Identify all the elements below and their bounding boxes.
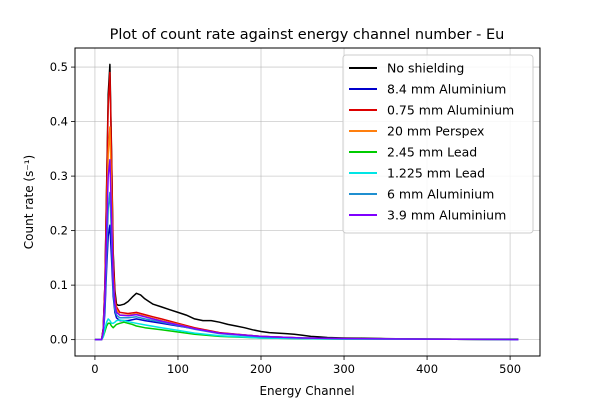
x-tick-label: 200 (250, 362, 272, 376)
legend: No shielding 8.4 mm Aluminium 0.75 mm Alum… (342, 54, 534, 234)
legend-label: 2.45 mm Lead (387, 145, 477, 160)
y-tick-label: 0.4 (50, 115, 68, 129)
series-line-3-9-mm-aluminium (94, 159, 519, 341)
legend-label: 3.9 mm Aluminium (387, 208, 506, 223)
x-tick-label: 100 (167, 362, 189, 376)
series-line-1-225-mm-lead (94, 318, 519, 341)
x-tick-label: 300 (333, 362, 355, 376)
plot-frame (74, 47, 541, 357)
y-tick-label: 0.1 (50, 278, 68, 292)
legend-frame (342, 54, 534, 234)
legend-label: 8.4 mm Aluminium (387, 82, 506, 97)
y-tick-label: 0.0 (50, 333, 68, 347)
legend-label: No shielding (387, 61, 464, 76)
y-tick-label: 0.5 (50, 60, 68, 74)
chart-title: Plot of count rate against energy channe… (110, 27, 505, 43)
legend-label: 6 mm Aluminium (387, 187, 494, 202)
ticks: 0 100 200 300 400 500 0.0 0.1 0.2 0.3 0.4 0.5 (50, 60, 521, 376)
legend-label: 0.75 mm Aluminium (387, 103, 514, 118)
y-axis-label: Count rate (s⁻¹) (22, 155, 36, 249)
y-tick-label: 0.3 (50, 169, 68, 183)
series-line-2-45-mm-lead (94, 321, 519, 341)
series-group (94, 63, 519, 341)
x-tick-label: 500 (499, 362, 521, 376)
y-tick-label: 0.2 (50, 224, 68, 238)
x-tick-label: 400 (416, 362, 438, 376)
x-tick-label: 0 (91, 362, 98, 376)
legend-label: 1.225 mm Lead (387, 166, 485, 181)
legend-label: 20 mm Perspex (387, 124, 484, 139)
series-line-8-4-mm-aluminium (94, 224, 519, 341)
x-axis-label: Energy Channel (259, 384, 354, 398)
